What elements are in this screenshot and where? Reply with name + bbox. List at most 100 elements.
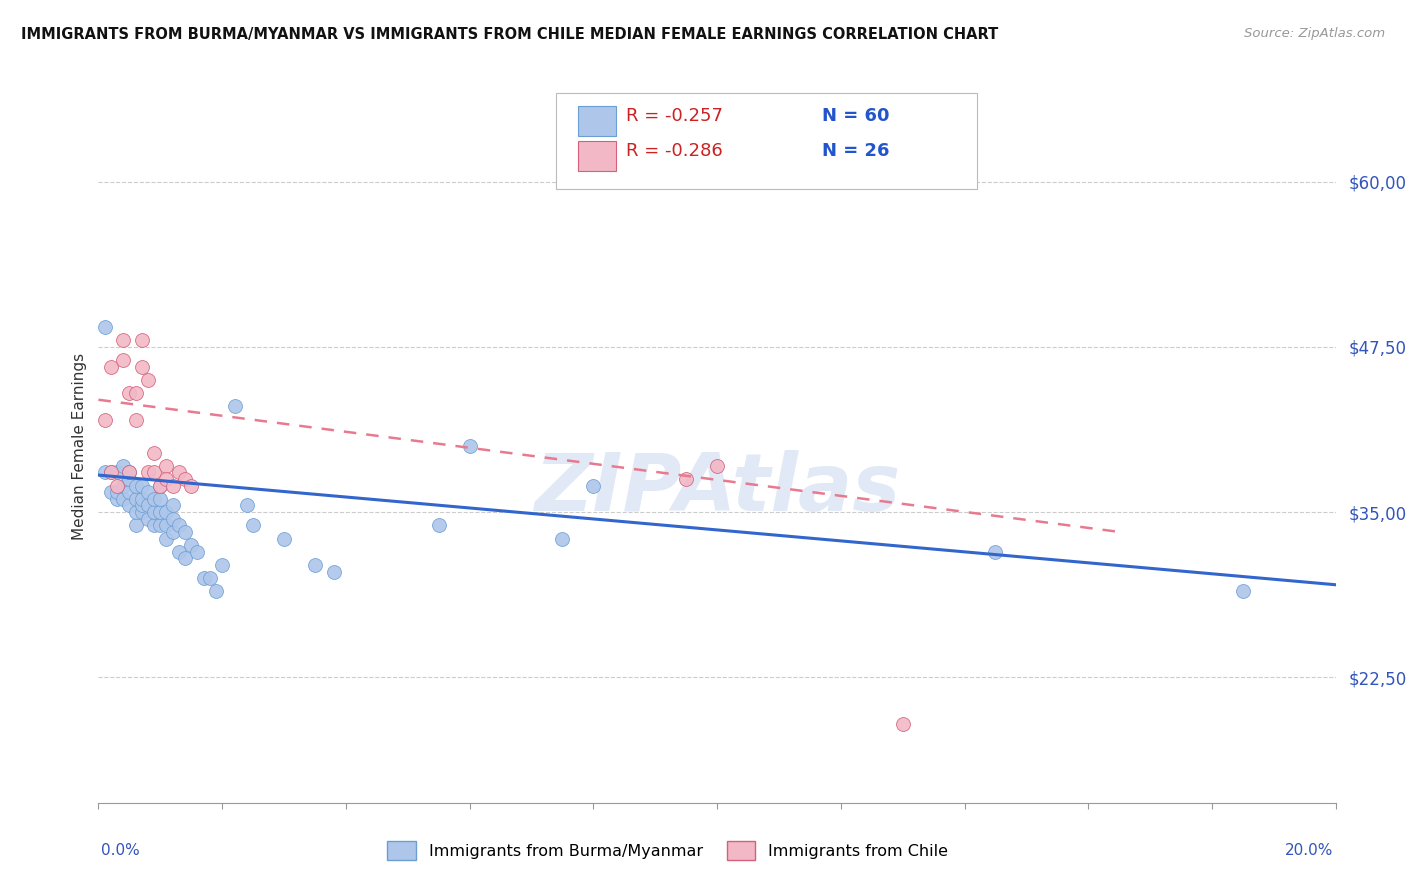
Point	[224, 400, 246, 414]
Text: R = -0.286: R = -0.286	[626, 143, 723, 161]
Point	[167, 545, 190, 559]
Bar	[578, 141, 616, 171]
Point	[105, 485, 128, 500]
Text: N = 26: N = 26	[823, 143, 890, 161]
Point	[112, 458, 135, 473]
Point	[174, 524, 197, 539]
Point	[112, 353, 135, 368]
Text: ZIPAtlas: ZIPAtlas	[534, 450, 900, 528]
Point	[136, 373, 159, 387]
Point	[180, 538, 202, 552]
Y-axis label: Median Female Earnings: Median Female Earnings	[72, 352, 87, 540]
Point	[131, 491, 153, 506]
Point	[242, 518, 264, 533]
Point	[304, 558, 326, 572]
Point	[155, 532, 177, 546]
Point	[100, 466, 122, 480]
Point	[136, 499, 159, 513]
Point	[112, 478, 135, 492]
Point	[551, 532, 574, 546]
Point	[205, 584, 228, 599]
Point	[118, 466, 141, 480]
Text: Source: ZipAtlas.com: Source: ZipAtlas.com	[1244, 27, 1385, 40]
Point	[167, 518, 190, 533]
Text: R = -0.257: R = -0.257	[626, 107, 723, 125]
Point	[155, 518, 177, 533]
Point	[427, 518, 450, 533]
Point	[149, 491, 172, 506]
Legend: Immigrants from Burma/Myanmar, Immigrants from Chile: Immigrants from Burma/Myanmar, Immigrant…	[381, 835, 955, 866]
Point	[93, 466, 115, 480]
Point	[136, 485, 159, 500]
Point	[149, 518, 172, 533]
Text: IMMIGRANTS FROM BURMA/MYANMAR VS IMMIGRANTS FROM CHILE MEDIAN FEMALE EARNINGS CO: IMMIGRANTS FROM BURMA/MYANMAR VS IMMIGRA…	[21, 27, 998, 42]
Point	[112, 333, 135, 347]
Point	[162, 511, 184, 525]
Point	[322, 565, 344, 579]
Point	[174, 551, 197, 566]
Point	[582, 478, 605, 492]
Point	[136, 466, 159, 480]
Point	[155, 472, 177, 486]
Point	[136, 511, 159, 525]
Point	[458, 439, 481, 453]
Point	[124, 491, 146, 506]
Point	[124, 478, 146, 492]
Point	[198, 571, 221, 585]
Text: 20.0%: 20.0%	[1285, 843, 1333, 858]
Point	[1232, 584, 1254, 599]
Point	[131, 499, 153, 513]
Point	[105, 478, 128, 492]
Point	[211, 558, 233, 572]
Point	[131, 505, 153, 519]
Point	[124, 518, 146, 533]
Point	[193, 571, 215, 585]
Point	[118, 386, 141, 401]
Text: 0.0%: 0.0%	[101, 843, 141, 858]
Point	[131, 333, 153, 347]
Point	[186, 545, 208, 559]
Point	[706, 458, 728, 473]
Point	[891, 716, 914, 731]
Point	[167, 466, 190, 480]
Point	[155, 458, 177, 473]
Point	[143, 518, 166, 533]
Point	[124, 412, 146, 426]
Point	[675, 472, 697, 486]
Point	[236, 499, 259, 513]
Point	[93, 320, 115, 334]
Point	[100, 466, 122, 480]
Point	[149, 478, 172, 492]
Point	[105, 491, 128, 506]
Point	[112, 491, 135, 506]
Point	[118, 485, 141, 500]
Point	[143, 445, 166, 459]
Point	[174, 472, 197, 486]
Point	[124, 505, 146, 519]
Bar	[578, 105, 616, 136]
Point	[162, 524, 184, 539]
Point	[100, 359, 122, 374]
Point	[118, 472, 141, 486]
Point	[124, 386, 146, 401]
Point	[100, 485, 122, 500]
Point	[180, 478, 202, 492]
Text: N = 60: N = 60	[823, 107, 890, 125]
Point	[131, 359, 153, 374]
Point	[131, 478, 153, 492]
Point	[143, 491, 166, 506]
Point	[155, 505, 177, 519]
Point	[118, 466, 141, 480]
Point	[143, 505, 166, 519]
Point	[118, 499, 141, 513]
Point	[162, 499, 184, 513]
FancyBboxPatch shape	[557, 93, 977, 189]
Point	[273, 532, 295, 546]
Point	[105, 466, 128, 480]
Point	[149, 505, 172, 519]
Point	[143, 466, 166, 480]
Point	[149, 478, 172, 492]
Point	[93, 412, 115, 426]
Point	[162, 478, 184, 492]
Point	[984, 545, 1007, 559]
